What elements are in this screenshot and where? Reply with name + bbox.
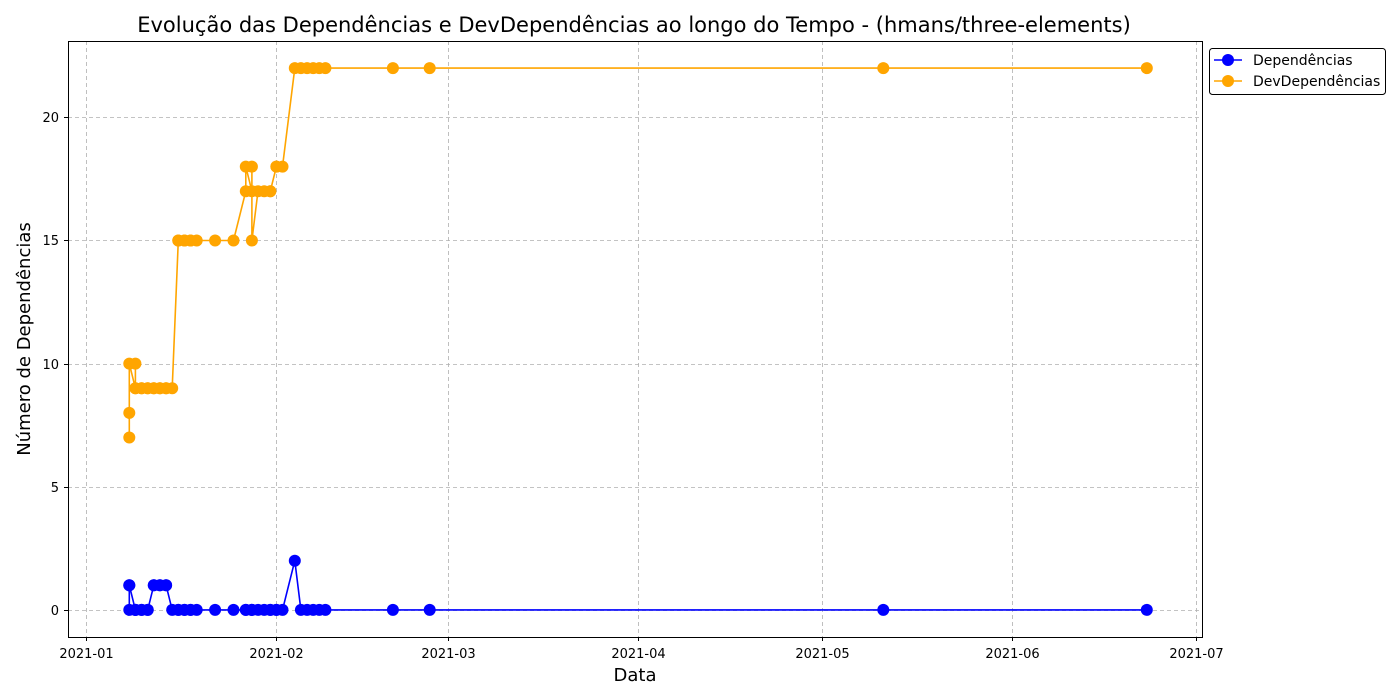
data-point-dependencias <box>190 603 203 616</box>
y-tick-label: 20 <box>42 111 59 126</box>
x-tick-label: 2021-02 <box>249 647 303 662</box>
data-point-dependencias <box>209 603 222 616</box>
data-point-dependencias <box>319 603 332 616</box>
data-point-devdependencias <box>227 234 240 247</box>
y-axis-label: Número de Dependências <box>14 222 35 456</box>
data-point-dependencias <box>227 603 240 616</box>
x-tick-label: 2021-06 <box>985 647 1039 662</box>
x-tick-label: 2021-07 <box>1169 647 1223 662</box>
data-point-dependencias <box>386 603 399 616</box>
data-point-devdependencias <box>123 406 136 419</box>
data-point-devdependencias <box>386 62 399 75</box>
series-dependencias <box>123 554 1153 616</box>
x-tick-label: 2021-01 <box>59 647 113 662</box>
data-point-dependencias <box>423 603 436 616</box>
data-point-dependencias <box>141 603 154 616</box>
data-point-devdependencias <box>209 234 222 247</box>
data-point-dependencias <box>1140 603 1153 616</box>
data-point-dependencias <box>288 554 301 567</box>
legend-label-dependencias: Dependências <box>1253 53 1353 69</box>
legend-box <box>1209 48 1386 95</box>
x-tick-label: 2021-04 <box>611 647 665 662</box>
legend: Dependências DevDependências <box>1209 48 1386 95</box>
data-point-devdependencias <box>190 234 203 247</box>
data-point-dependencias <box>160 579 173 592</box>
legend-marker-devdependencias <box>1222 75 1234 87</box>
legend-label-devdependencias: DevDependências <box>1253 74 1380 90</box>
y-tick-label: 10 <box>42 358 59 373</box>
y-tick-label: 15 <box>42 234 59 249</box>
x-tick-label: 2021-03 <box>421 647 475 662</box>
plot-frame <box>68 41 1203 638</box>
data-point-devdependencias <box>877 62 890 75</box>
y-tick-label: 0 <box>51 604 59 619</box>
data-point-devdependencias <box>166 382 179 395</box>
data-point-devdependencias <box>264 185 277 198</box>
data-point-devdependencias <box>319 62 332 75</box>
series-devdependencias <box>123 62 1153 444</box>
y-tick-label: 5 <box>51 481 59 496</box>
x-axis-label: Data <box>614 665 657 686</box>
data-point-devdependencias <box>123 431 136 444</box>
data-point-devdependencias <box>245 160 258 173</box>
data-point-dependencias <box>123 579 136 592</box>
x-tick-label: 2021-05 <box>795 647 849 662</box>
data-point-devdependencias <box>276 160 289 173</box>
series-layer <box>123 62 1153 616</box>
data-point-dependencias <box>877 603 890 616</box>
data-point-devdependencias <box>129 357 142 370</box>
data-point-devdependencias <box>423 62 436 75</box>
chart-title: Evolução das Dependências e DevDependênc… <box>137 13 1131 37</box>
axis-ticks: 2021-01 2021-02 2021-03 2021-04 2021-05 2021-… <box>42 111 1223 662</box>
data-point-devdependencias <box>245 234 258 247</box>
data-point-devdependencias <box>1140 62 1153 75</box>
legend-marker-dependencias <box>1222 54 1234 66</box>
data-point-dependencias <box>276 603 289 616</box>
